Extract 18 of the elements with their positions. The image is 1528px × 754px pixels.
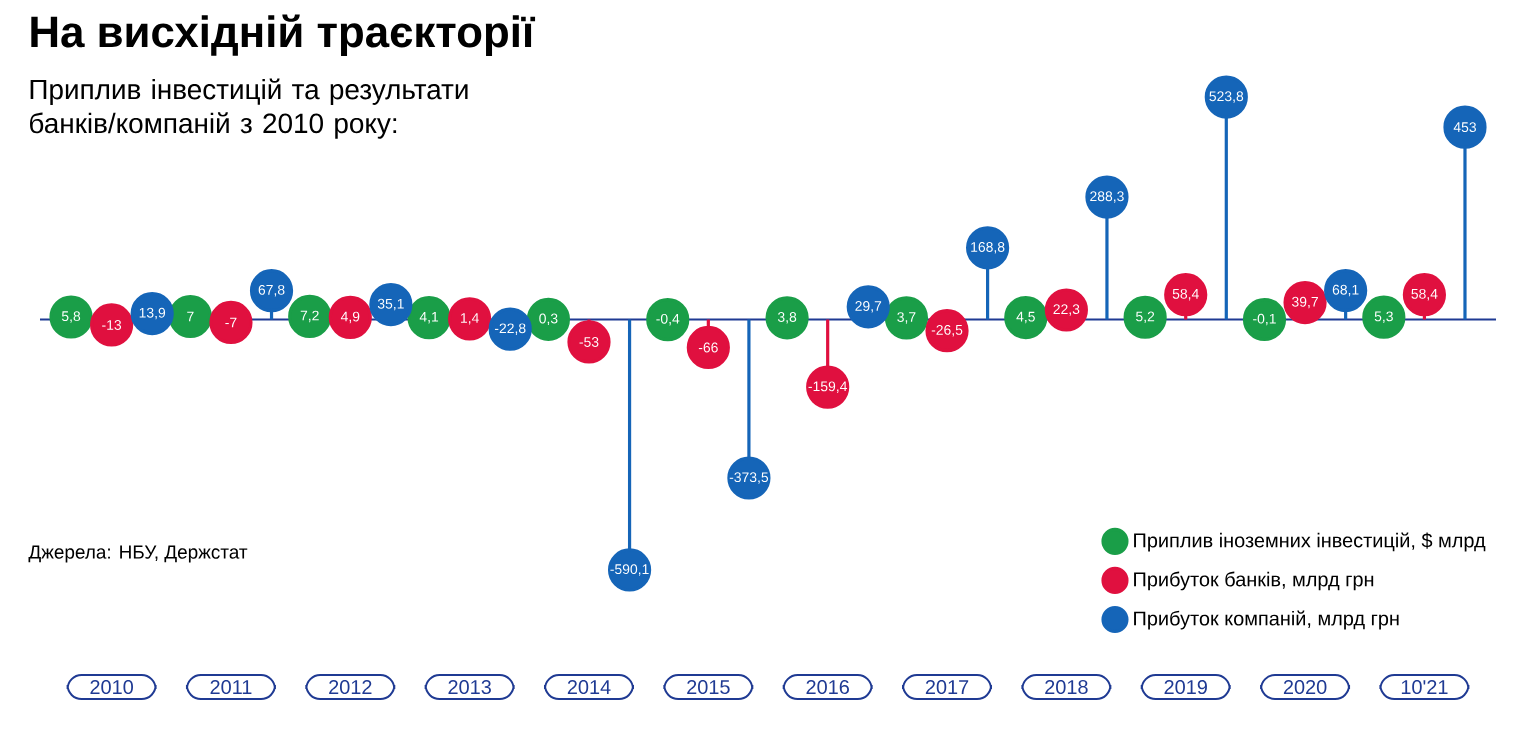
x-tick-label: 2019 bbox=[1164, 679, 1207, 695]
x-tick-label: 2013 bbox=[448, 679, 491, 695]
x-tick-label: 2010 bbox=[90, 679, 133, 695]
x-tick-label: 2012 bbox=[329, 679, 372, 695]
x-tick-label: 2011 bbox=[210, 679, 252, 695]
x-tick-label: 2018 bbox=[1045, 679, 1088, 695]
chart-title: На висхідній траєкторії bbox=[31, 14, 536, 57]
x-tick-label: 2016 bbox=[806, 679, 849, 695]
chart-subtitle: Приплив інвестицій та результати банків/компаній з 2010 року: bbox=[30, 78, 468, 139]
x-tick-label: 2014 bbox=[567, 679, 611, 695]
x-tick-label: 10'21 bbox=[1401, 679, 1448, 695]
x-tick-label: 2020 bbox=[1283, 679, 1327, 695]
legend-label: Прибуток компаній, млрд грн bbox=[1134, 610, 1399, 630]
legend-label: Приплив іноземних інвестицій, $ млрд bbox=[1134, 532, 1486, 552]
annotation: Джерела: НБУ, Держстат bbox=[28, 545, 248, 563]
x-tick-label: 2015 bbox=[687, 679, 730, 695]
legend-label: Прибуток банків, млрд грн bbox=[1134, 571, 1374, 591]
x-tick-label: 2017 bbox=[925, 679, 969, 695]
